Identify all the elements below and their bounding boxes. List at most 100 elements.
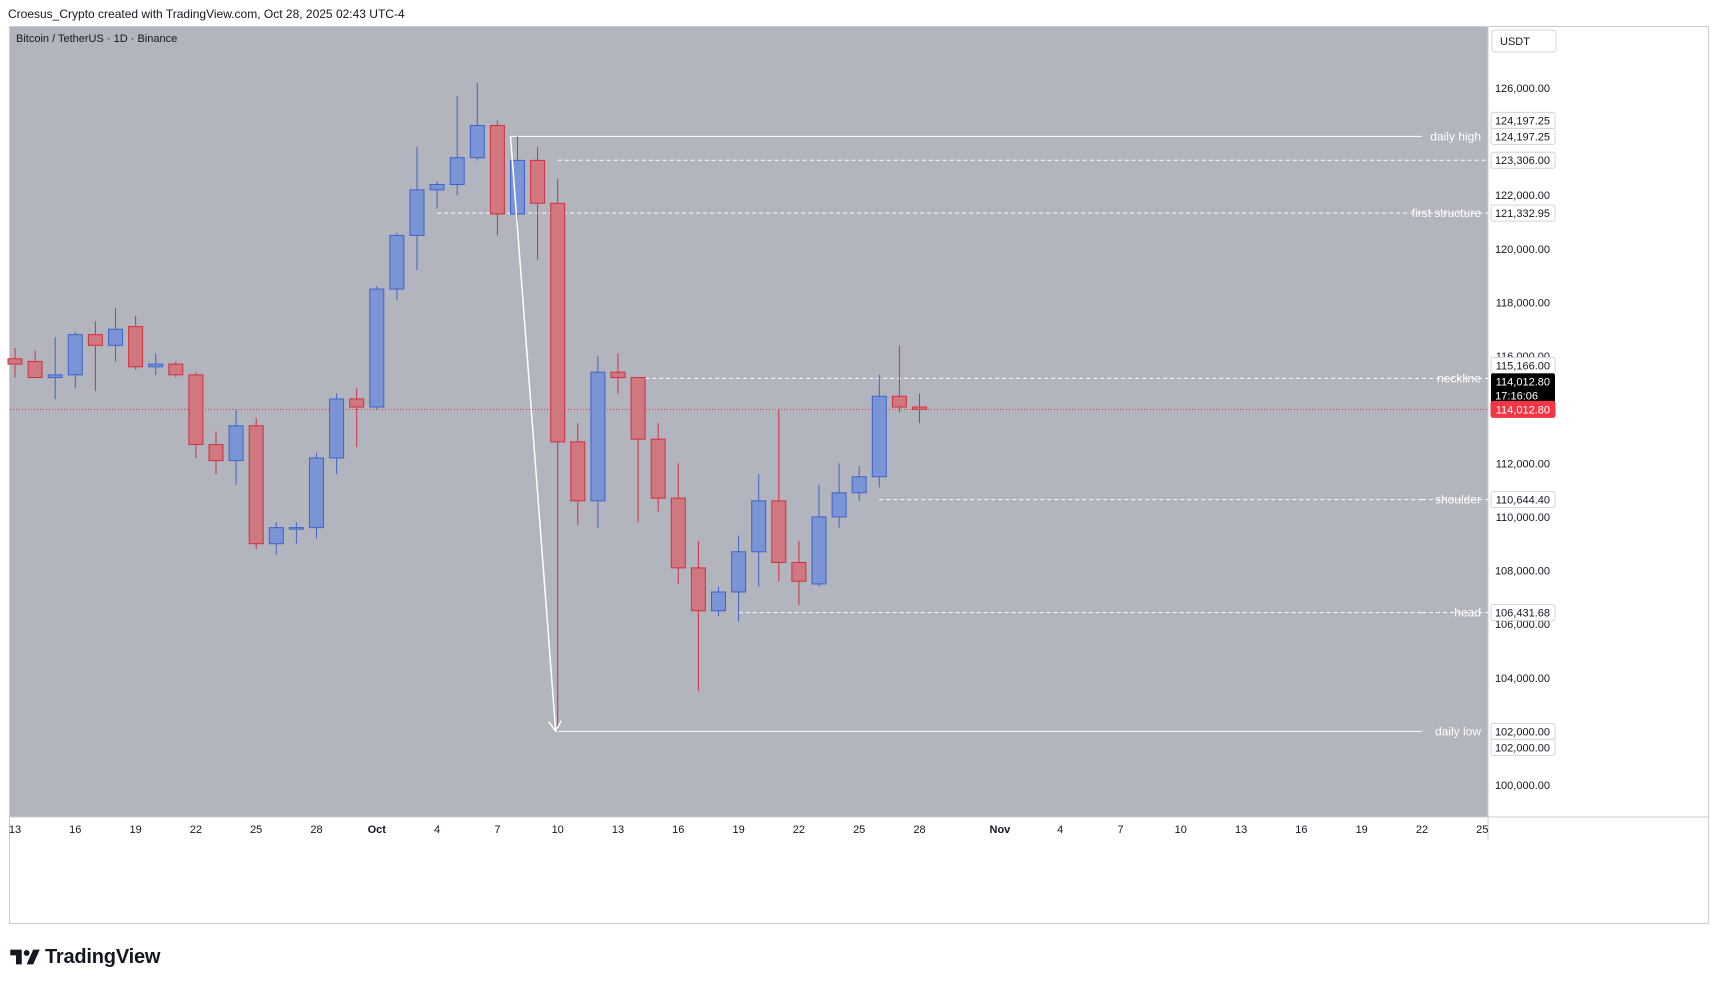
candle [248, 417, 264, 550]
candle-body [811, 516, 827, 585]
candle-body [530, 159, 546, 204]
candle [771, 409, 787, 582]
candle-body [188, 374, 204, 446]
time-tick-label: 13 [612, 824, 624, 836]
candle [751, 474, 767, 587]
candle-body [429, 184, 445, 191]
extra-price-tag-box [1490, 111, 1556, 129]
level-price-tag-text: 106,431.68 [1495, 608, 1550, 620]
extra-price-tag: 123,306.00 [1490, 151, 1556, 169]
candle [349, 388, 365, 448]
time-tick-label: 25 [853, 824, 865, 836]
candle [670, 463, 686, 584]
candle-body [670, 497, 686, 569]
price-tick-label: 122,000.00 [1495, 190, 1550, 202]
candle [208, 431, 224, 475]
time-axis[interactable] [10, 817, 1488, 840]
candle [831, 463, 847, 528]
time-tick-label: 28 [310, 824, 322, 836]
price-tick-label: 106,000.00 [1495, 619, 1550, 631]
extra-price-tag-box [1490, 151, 1556, 169]
level-price-tag-text: 124,197.25 [1495, 131, 1550, 143]
currency-label: USDT [1500, 36, 1530, 48]
candle [630, 377, 646, 523]
candle-body [851, 476, 867, 494]
level-price-tag-text: 121,332.95 [1495, 208, 1550, 220]
candle-body [87, 334, 103, 346]
candle-body [711, 591, 726, 612]
candle-body [309, 457, 324, 529]
candle [550, 179, 566, 732]
candle-body [690, 567, 706, 612]
candle [530, 146, 546, 260]
candle [851, 465, 867, 501]
time-tick-label: 10 [552, 824, 564, 836]
level-name-label: first structure [1412, 206, 1482, 220]
level-price-tag: 115,166.00 [1490, 356, 1556, 374]
candle [912, 393, 927, 424]
candle-body [449, 157, 465, 186]
currency-button[interactable]: USDT [1491, 29, 1557, 53]
candle [228, 409, 244, 485]
price-tick-label: 100,000.00 [1495, 780, 1550, 792]
candle-body [128, 326, 144, 368]
candle [7, 348, 23, 378]
level-price-tag-box [1490, 491, 1556, 509]
extra-price-tag: 102,000.00 [1490, 738, 1556, 756]
candle [791, 541, 807, 606]
price-tags: 124,197.25 121,332.95 115,166.00 110,644.40… [1490, 111, 1556, 756]
level-price-tag: 121,332.95 [1490, 204, 1556, 222]
candle [309, 452, 324, 539]
time-tick-label: 28 [913, 824, 925, 836]
candle [811, 484, 827, 587]
last-price-dark-tag: 114,012.80 17:16:06 [1491, 373, 1555, 404]
last-price-tag-box [1490, 400, 1556, 418]
candle [871, 374, 887, 488]
price-axis[interactable] [1488, 27, 1708, 840]
time-tick-label: 22 [793, 824, 805, 836]
time-tick-label: 16 [1295, 824, 1307, 836]
candle [731, 535, 747, 622]
symbol-title: Bitcoin / TetherUS · 1D · Binance [16, 33, 177, 45]
candle [188, 372, 204, 458]
time-tick-label: 7 [494, 824, 500, 836]
time-tick-label: Nov [990, 824, 1012, 836]
candle [690, 541, 706, 692]
extra-price-tag-box [1490, 738, 1556, 756]
time-tick-label: 16 [69, 824, 81, 836]
candle [329, 393, 345, 475]
price-tick-label: 112,000.00 [1496, 458, 1550, 470]
candle-body [570, 441, 586, 502]
time-tick-label: 25 [1476, 824, 1488, 836]
tradingview-logo[interactable]: TradingView [10, 944, 160, 970]
candle-body [248, 425, 264, 545]
candle-body [47, 374, 63, 379]
candle-body [288, 527, 304, 530]
time-tick-label: 4 [1057, 824, 1063, 836]
time-tick-label: 13 [9, 824, 21, 836]
candle-body [369, 288, 385, 408]
level-price-tag-text: 115,166.00 [1496, 360, 1550, 372]
candle [570, 423, 586, 525]
candle [268, 522, 284, 555]
time-tick-label: 13 [1235, 824, 1247, 836]
arrow-head [555, 720, 562, 732]
candle [87, 321, 103, 391]
price-tick-label: 118,000.00 [1496, 297, 1550, 309]
time-tick-label: 7 [1117, 824, 1123, 836]
time-tick-label: Oct [368, 824, 387, 836]
time-tick-label: 19 [1356, 824, 1368, 836]
extra-price-tag: 124,197.25 [1490, 111, 1556, 129]
arrow-shaft [509, 136, 557, 732]
level-price-tag-text: 102,000.00 [1495, 726, 1550, 738]
candle [108, 307, 123, 362]
time-tick-labels: 13 16 19 22 25 28 Oct 4 7 10 13 16 19 22 25 28 Nov 4 7 10 13… [9, 824, 1489, 836]
time-tick-label: 16 [672, 824, 684, 836]
candle-body [791, 561, 807, 582]
last-price-dark-value: 114,012.80 [1496, 376, 1550, 388]
candle-body [590, 371, 606, 502]
candle-body [731, 551, 747, 593]
time-tick-label: 10 [1175, 824, 1187, 836]
countdown-timer: 17:16:06 [1495, 390, 1538, 402]
